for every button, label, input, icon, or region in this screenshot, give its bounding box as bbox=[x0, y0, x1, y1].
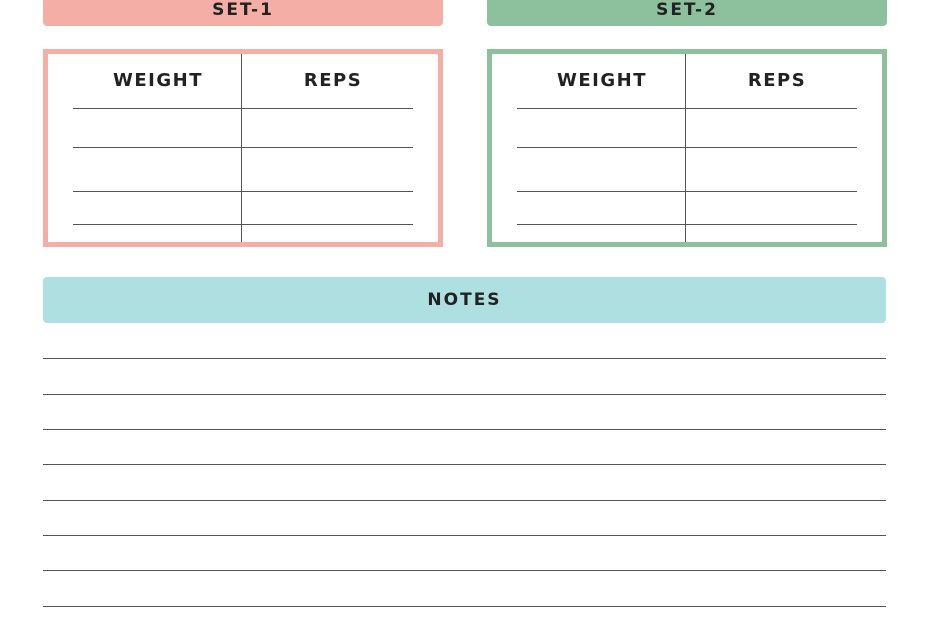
row-line bbox=[73, 147, 413, 148]
row-line bbox=[73, 108, 413, 109]
divider bbox=[685, 54, 686, 242]
note-line bbox=[43, 464, 886, 465]
note-line bbox=[43, 358, 886, 359]
row-line bbox=[517, 191, 857, 192]
divider bbox=[241, 54, 242, 242]
note-line bbox=[43, 570, 886, 571]
note-line bbox=[43, 429, 886, 430]
row-line bbox=[73, 191, 413, 192]
note-line bbox=[43, 500, 886, 501]
row-line bbox=[517, 147, 857, 148]
column-header: WEIGHT bbox=[557, 70, 647, 91]
set-table: WEIGHT REPS bbox=[43, 49, 443, 247]
notes-header: NOTES bbox=[43, 277, 886, 323]
set-header: SET-2 bbox=[487, 0, 887, 26]
column-header: WEIGHT bbox=[113, 70, 203, 91]
note-line bbox=[43, 394, 886, 395]
note-line bbox=[43, 535, 886, 536]
row-line bbox=[517, 224, 857, 225]
set-header: SET-1 bbox=[43, 0, 443, 26]
set-table: WEIGHT REPS bbox=[487, 49, 887, 247]
note-line bbox=[43, 606, 886, 607]
row-line bbox=[73, 224, 413, 225]
column-header: REPS bbox=[747, 70, 807, 91]
row-line bbox=[517, 108, 857, 109]
column-header: REPS bbox=[303, 70, 363, 91]
